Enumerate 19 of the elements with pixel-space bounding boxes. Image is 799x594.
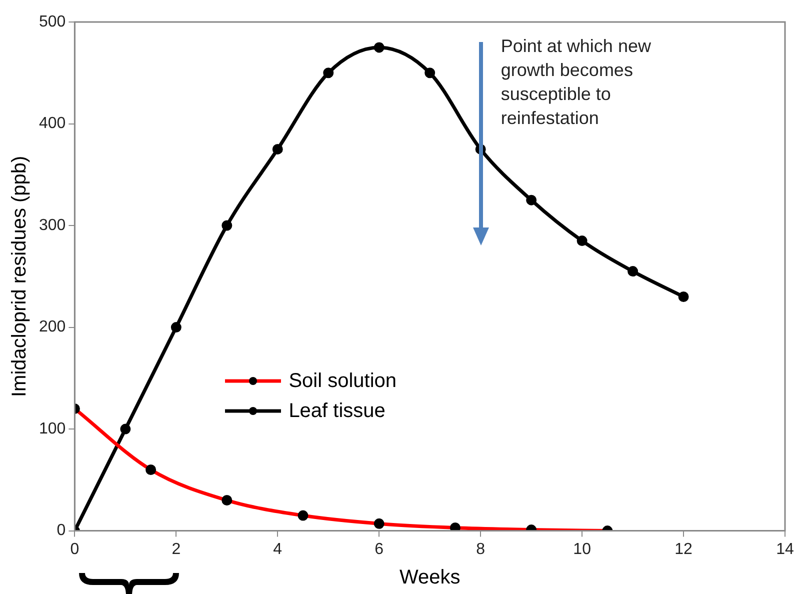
x-tick-label: 14 <box>776 540 794 558</box>
legend-label: Leaf tissue <box>288 400 386 423</box>
annotation: Point at which new growth becomes susceptible to reinfestation <box>500 36 652 128</box>
y-tick-label: 200 <box>38 318 66 336</box>
y-axis-title: Imidacloprid residues (ppb) <box>8 156 31 398</box>
x-tick-label: 12 <box>674 540 693 558</box>
y-tick-label: 0 <box>56 522 66 540</box>
x-tick-label: 0 <box>70 540 80 558</box>
y-tick-label: 300 <box>38 216 66 234</box>
y-tick-label: 500 <box>38 13 66 30</box>
x-axis-title: Weeks <box>399 566 460 589</box>
x-tick-label: 8 <box>476 540 486 558</box>
x-tick-label: 2 <box>172 540 181 558</box>
y-tick-label: 400 <box>38 115 66 132</box>
x-tick-label: 10 <box>573 540 592 558</box>
y-tick-label: 100 <box>38 420 66 438</box>
legend-label: Soil solution <box>288 370 397 393</box>
x-tick-label: 4 <box>273 540 282 558</box>
x-tick-label: 6 <box>374 540 384 558</box>
